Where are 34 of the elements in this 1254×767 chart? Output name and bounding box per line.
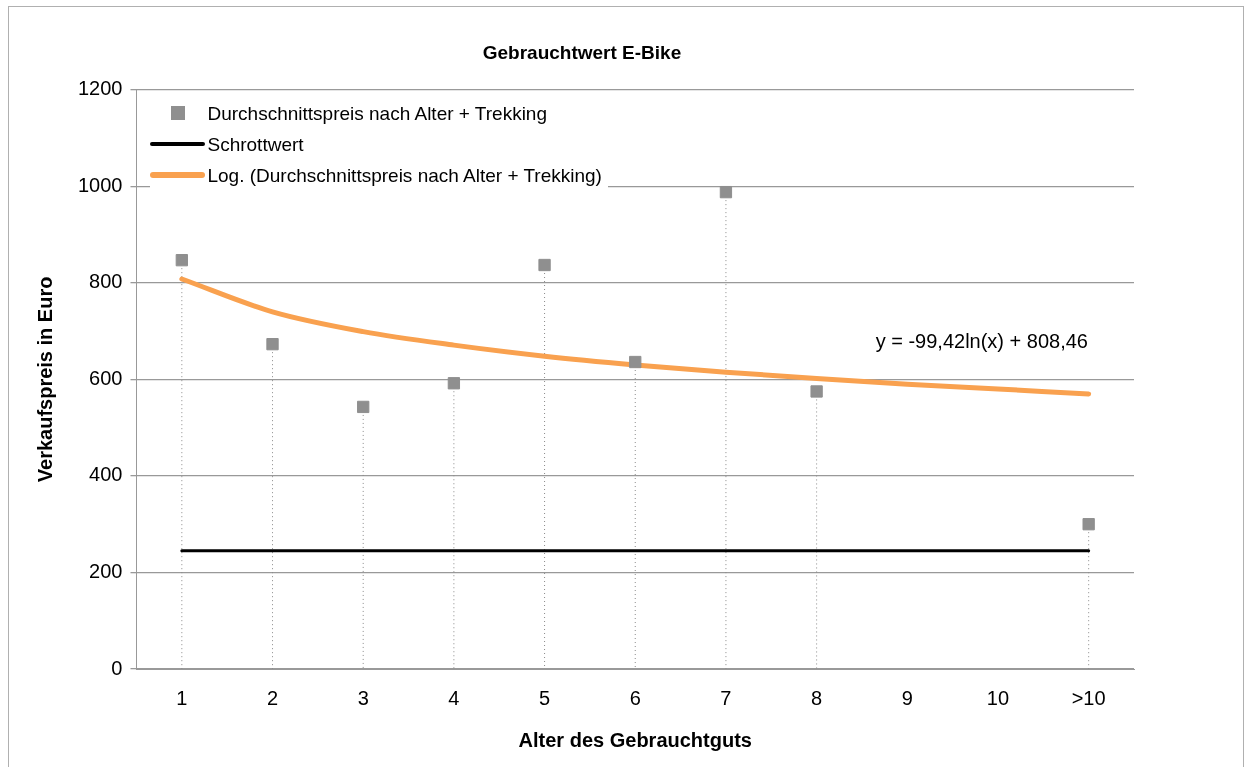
legend-label: Durchschnittspreis nach Alter + Trekking bbox=[207, 101, 547, 126]
y-axis-title: Verkaufspreis in Euro bbox=[33, 276, 56, 483]
y-tick-label: 0 bbox=[111, 656, 123, 679]
annotation: y = -99,42ln(x) + 808,46 bbox=[875, 330, 1088, 353]
point bbox=[538, 258, 551, 272]
point bbox=[719, 185, 733, 199]
x-tick-label: 4 bbox=[448, 686, 460, 709]
point bbox=[629, 355, 642, 369]
x-tick-label: 2 bbox=[266, 686, 279, 709]
x-tick-label: 7 bbox=[720, 686, 732, 709]
y-tick-label: 800 bbox=[89, 270, 123, 293]
point bbox=[1082, 518, 1095, 531]
y-tick-label: 1200 bbox=[77, 77, 123, 100]
legend-label: Schrottwert bbox=[207, 132, 304, 157]
x-tick-label: 1 bbox=[176, 686, 188, 709]
x-tick-label: 10 bbox=[986, 686, 1010, 709]
x-axis-title: Alter des Gebrauchtguts bbox=[518, 728, 752, 751]
x-tick-label: 6 bbox=[629, 686, 641, 709]
chart-title: Gebrauchtwert E-Bike bbox=[482, 41, 682, 63]
y-tick-label: 600 bbox=[89, 366, 123, 389]
point bbox=[810, 385, 823, 398]
y-tick-label: 400 bbox=[89, 463, 123, 486]
x-tick-label: 9 bbox=[901, 686, 913, 709]
point bbox=[266, 338, 279, 351]
y-tick-label: 200 bbox=[89, 559, 123, 582]
point bbox=[447, 377, 461, 390]
y-tick-label: 1000 bbox=[77, 173, 123, 196]
point bbox=[175, 254, 188, 267]
x-tick-label: 3 bbox=[357, 686, 369, 709]
legend-label: Log. (Durchschnittspreis nach Alter + Trekking) bbox=[207, 163, 602, 188]
x-tick-label: 5 bbox=[539, 686, 551, 709]
point bbox=[357, 400, 370, 414]
x-tick-label: >10 bbox=[1071, 686, 1106, 709]
x-tick-label: 8 bbox=[811, 686, 823, 709]
